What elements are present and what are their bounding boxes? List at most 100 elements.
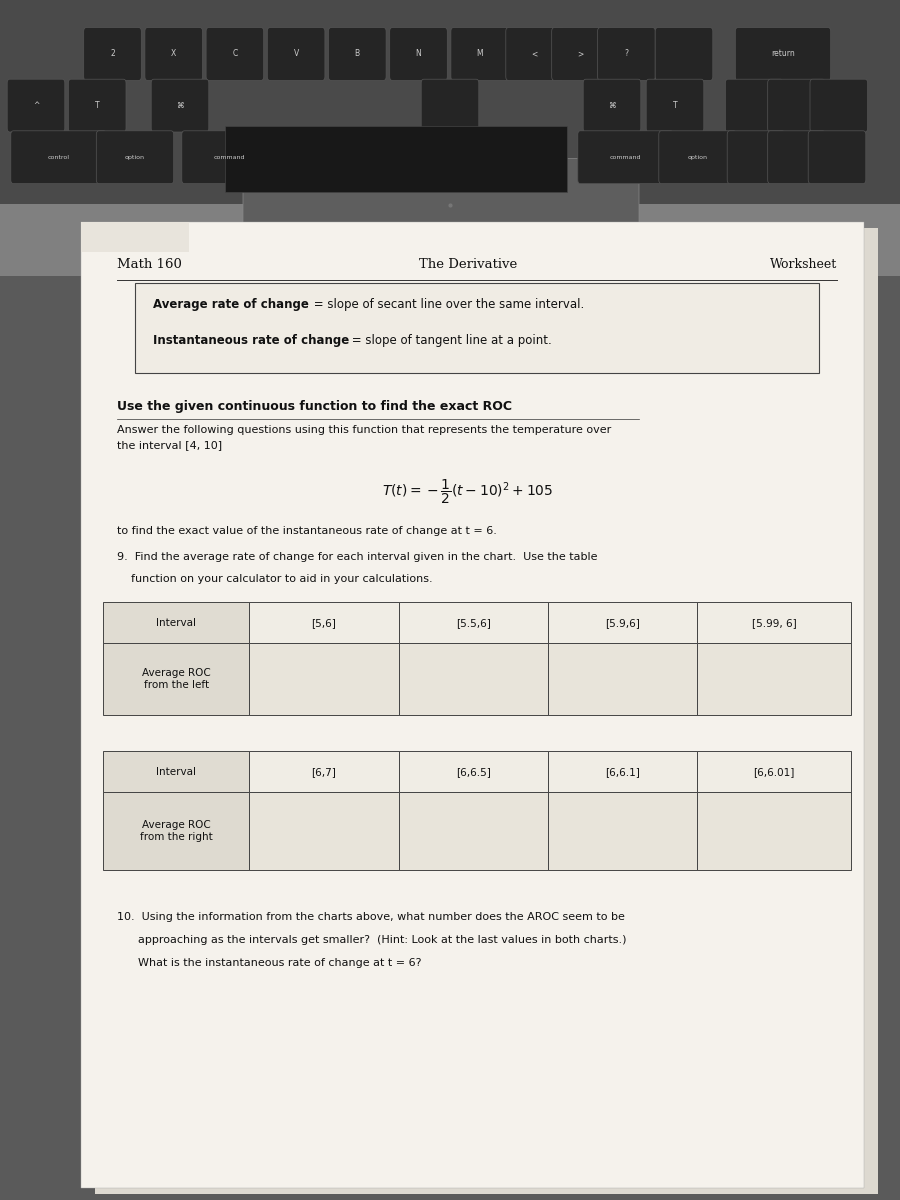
FancyBboxPatch shape: [598, 28, 655, 80]
Text: >: >: [578, 49, 583, 59]
FancyBboxPatch shape: [390, 28, 447, 80]
Bar: [104, 792, 249, 870]
Bar: [548, 792, 698, 870]
Text: [6,6.5]: [6,6.5]: [455, 767, 490, 776]
Text: V: V: [293, 49, 299, 59]
Text: control: control: [48, 155, 69, 160]
Text: = slope of secant line over the same interval.: = slope of secant line over the same int…: [310, 298, 585, 311]
Text: ^: ^: [32, 101, 40, 110]
Text: Instantaneous rate of change: Instantaneous rate of change: [153, 334, 349, 347]
Bar: [249, 792, 399, 870]
Bar: [399, 602, 548, 643]
FancyBboxPatch shape: [808, 131, 866, 184]
Text: $T(t) = -\dfrac{1}{2}(t - 10)^{2} + 105$: $T(t) = -\dfrac{1}{2}(t - 10)^{2} + 105$: [382, 478, 554, 506]
Text: Average ROC
from the right: Average ROC from the right: [140, 820, 212, 842]
Text: ?: ?: [625, 49, 628, 59]
Text: 10.  Using the information from the charts above, what number does the AROC seem: 10. Using the information from the chart…: [117, 912, 625, 922]
FancyBboxPatch shape: [421, 79, 479, 132]
Bar: [399, 643, 548, 715]
Text: Average rate of change: Average rate of change: [153, 298, 309, 311]
Bar: [399, 751, 548, 792]
Text: option: option: [688, 155, 707, 160]
Bar: [225, 126, 567, 192]
Text: [5.9,6]: [5.9,6]: [605, 618, 640, 628]
Text: command: command: [214, 155, 245, 160]
Bar: [249, 602, 399, 643]
Bar: [698, 751, 850, 792]
Bar: [698, 643, 850, 715]
FancyBboxPatch shape: [768, 131, 825, 184]
FancyBboxPatch shape: [68, 79, 126, 132]
Text: command: command: [610, 155, 641, 160]
Text: B: B: [355, 49, 360, 59]
Text: X: X: [171, 49, 176, 59]
FancyBboxPatch shape: [727, 131, 785, 184]
Bar: [548, 751, 698, 792]
Bar: [249, 643, 399, 715]
Text: [6,6.1]: [6,6.1]: [605, 767, 640, 776]
FancyBboxPatch shape: [810, 79, 868, 132]
FancyBboxPatch shape: [725, 79, 783, 132]
FancyBboxPatch shape: [646, 79, 704, 132]
Bar: [0, 0, 900, 222]
FancyBboxPatch shape: [735, 28, 831, 80]
Text: [5.5,6]: [5.5,6]: [455, 618, 490, 628]
FancyBboxPatch shape: [267, 28, 325, 80]
Bar: [698, 792, 850, 870]
FancyBboxPatch shape: [451, 28, 508, 80]
FancyBboxPatch shape: [552, 28, 609, 80]
Bar: [399, 792, 548, 870]
Text: T: T: [94, 101, 100, 110]
Text: Answer the following questions using this function that represents the temperatu: Answer the following questions using thi…: [117, 425, 611, 450]
Text: Math 160: Math 160: [117, 258, 182, 271]
Bar: [698, 602, 850, 643]
Text: [5,6]: [5,6]: [311, 618, 337, 628]
Text: [6,7]: [6,7]: [311, 767, 337, 776]
Text: [5.99, 6]: [5.99, 6]: [752, 618, 796, 628]
Text: M: M: [476, 49, 483, 59]
Text: Interval: Interval: [157, 767, 196, 776]
Text: 9.  Find the average rate of change for each interval given in the chart.  Use t: 9. Find the average rate of change for e…: [117, 552, 598, 562]
FancyBboxPatch shape: [96, 131, 174, 184]
FancyBboxPatch shape: [7, 79, 65, 132]
FancyBboxPatch shape: [421, 131, 479, 184]
Bar: [249, 751, 399, 792]
Text: The Derivative: The Derivative: [418, 258, 518, 271]
FancyBboxPatch shape: [655, 28, 713, 80]
Text: ⌘: ⌘: [608, 101, 616, 110]
Text: ⌘: ⌘: [176, 101, 184, 110]
Text: 2: 2: [110, 49, 115, 59]
FancyBboxPatch shape: [243, 158, 639, 252]
Bar: [94, 228, 878, 1194]
Bar: [104, 643, 249, 715]
Text: Average ROC
from the left: Average ROC from the left: [142, 668, 211, 690]
Text: Worksheet: Worksheet: [770, 258, 837, 271]
FancyBboxPatch shape: [206, 28, 264, 80]
Text: <: <: [532, 49, 537, 59]
Text: N: N: [416, 49, 421, 59]
FancyBboxPatch shape: [768, 79, 825, 132]
FancyBboxPatch shape: [182, 131, 277, 184]
Bar: [81, 222, 189, 252]
Bar: [0, 204, 900, 276]
Text: return: return: [771, 49, 795, 59]
Text: function on your calculator to aid in your calculations.: function on your calculator to aid in yo…: [117, 574, 433, 583]
Bar: [135, 283, 819, 373]
Bar: [548, 643, 698, 715]
FancyBboxPatch shape: [578, 131, 673, 184]
Text: [6,6.01]: [6,6.01]: [753, 767, 795, 776]
Text: T: T: [672, 101, 678, 110]
Bar: [548, 602, 698, 643]
Bar: [104, 751, 249, 792]
Text: = slope of tangent line at a point.: = slope of tangent line at a point.: [348, 334, 552, 347]
Text: Use the given continuous function to find the exact ROC: Use the given continuous function to fin…: [117, 400, 512, 413]
FancyBboxPatch shape: [11, 131, 106, 184]
Bar: [81, 222, 864, 1188]
Text: Interval: Interval: [157, 618, 196, 628]
Text: option: option: [125, 155, 145, 160]
Text: What is the instantaneous rate of change at t = 6?: What is the instantaneous rate of change…: [117, 958, 421, 967]
Text: C: C: [232, 49, 238, 59]
FancyBboxPatch shape: [506, 28, 563, 80]
FancyBboxPatch shape: [151, 79, 209, 132]
Bar: [104, 602, 249, 643]
